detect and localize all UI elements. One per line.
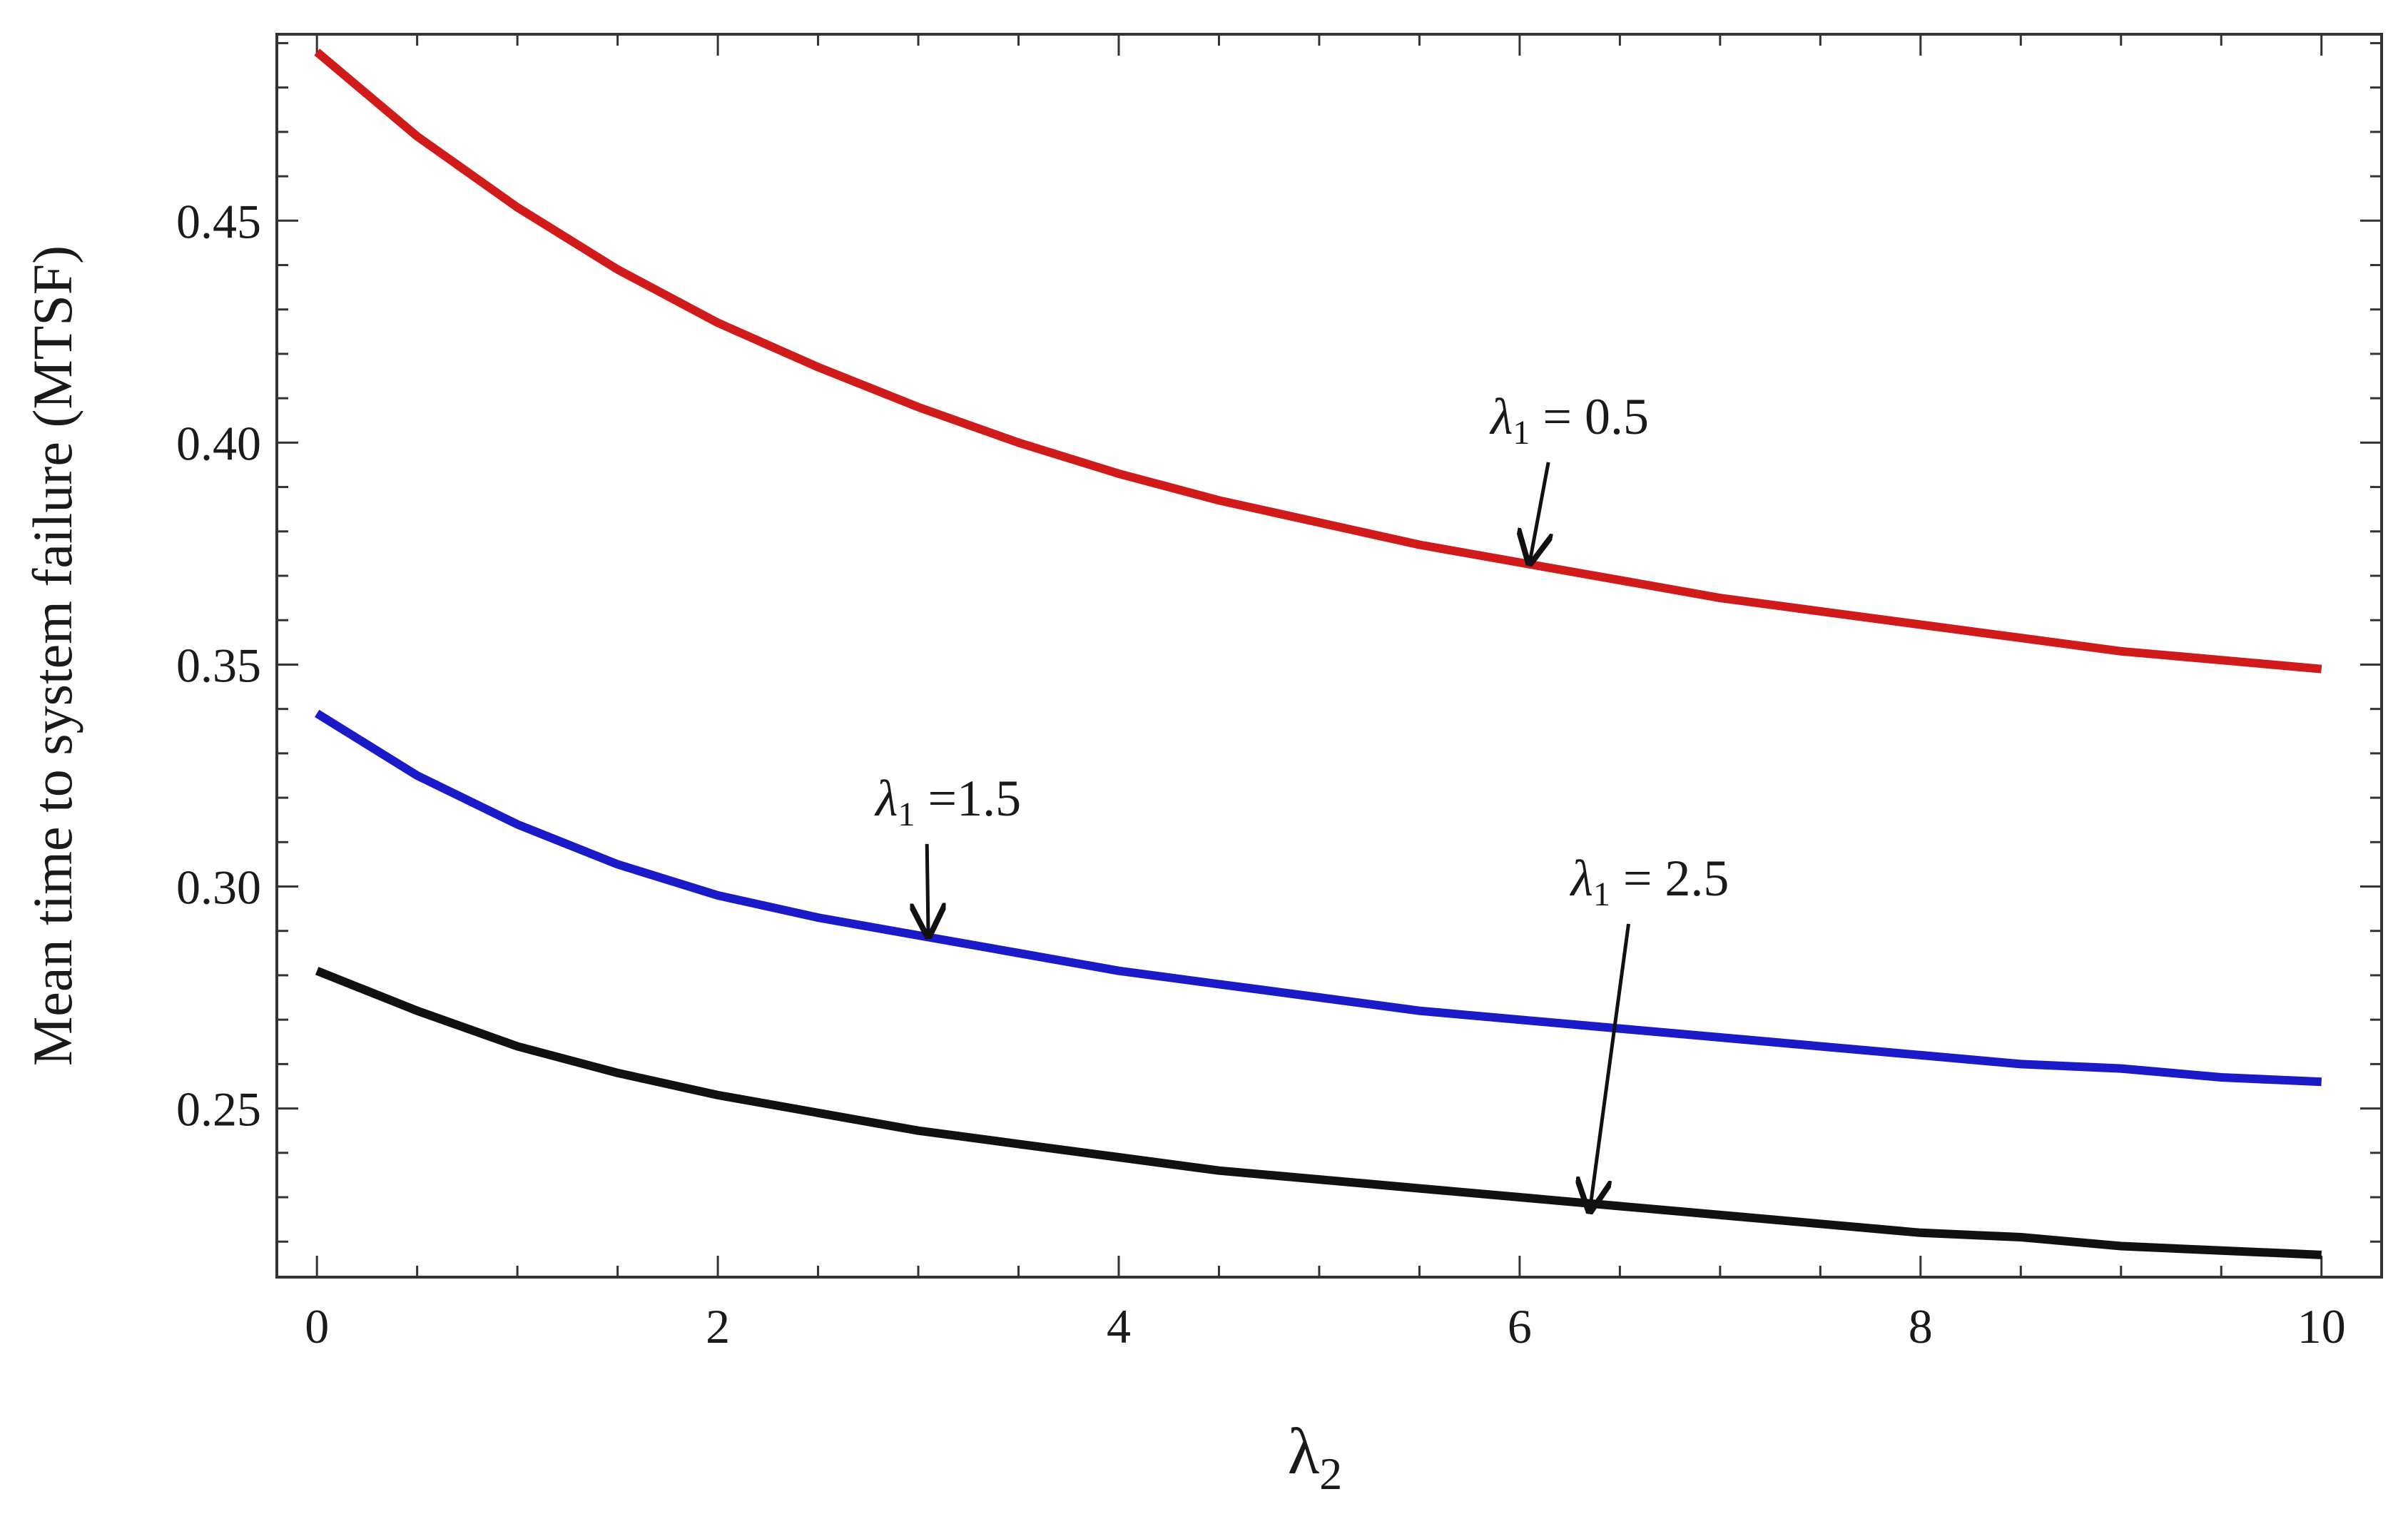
annotation-label-2: λ1 =1.5 xyxy=(874,770,1021,833)
x-tick-label: 4 xyxy=(1107,1299,1131,1353)
axis-ticks xyxy=(277,34,2382,1277)
y-tick-label: 0.40 xyxy=(176,416,261,470)
series-lines xyxy=(314,49,2322,1259)
annotation-label-1: λ1 = 0.5 xyxy=(1489,388,1649,452)
y-tick-label: 0.45 xyxy=(176,194,261,248)
series-line-3 xyxy=(315,967,2322,1259)
annotation-label-3: λ1 = 2.5 xyxy=(1570,850,1729,913)
plot-frame xyxy=(275,33,2383,1279)
x-axis-title-subscript: 2 xyxy=(1319,1448,1342,1499)
series-line-1 xyxy=(314,49,2322,674)
x-axis-title-symbol: λ xyxy=(1288,1415,1320,1488)
series-line-2 xyxy=(315,709,2322,1087)
y-tick-label: 0.25 xyxy=(176,1082,261,1137)
annotation-arrow-3 xyxy=(1590,923,1631,1211)
x-axis-title: λ2 xyxy=(1288,1415,1343,1499)
x-tick-label: 6 xyxy=(1508,1299,1532,1353)
x-tick-label: 8 xyxy=(1909,1299,1933,1353)
x-tick-label: 0 xyxy=(305,1299,329,1353)
y-axis-title: Mean time to system failure (MTSF) xyxy=(21,245,83,1066)
curve-annotations: λ1 = 0.5 λ1 =1.5 λ1 = 2.5 xyxy=(874,388,1729,1211)
x-tick-label: 2 xyxy=(706,1299,730,1353)
annotation-arrow-1 xyxy=(1530,462,1548,562)
y-tick-label: 0.30 xyxy=(176,860,261,915)
tick-labels: 0 2 4 6 8 10 0.25 0.30 0.35 0.40 0.45 xyxy=(176,194,2346,1353)
y-tick-label: 0.35 xyxy=(176,638,261,692)
annotation-arrow-2 xyxy=(927,843,928,935)
x-tick-label: 10 xyxy=(2297,1299,2346,1353)
